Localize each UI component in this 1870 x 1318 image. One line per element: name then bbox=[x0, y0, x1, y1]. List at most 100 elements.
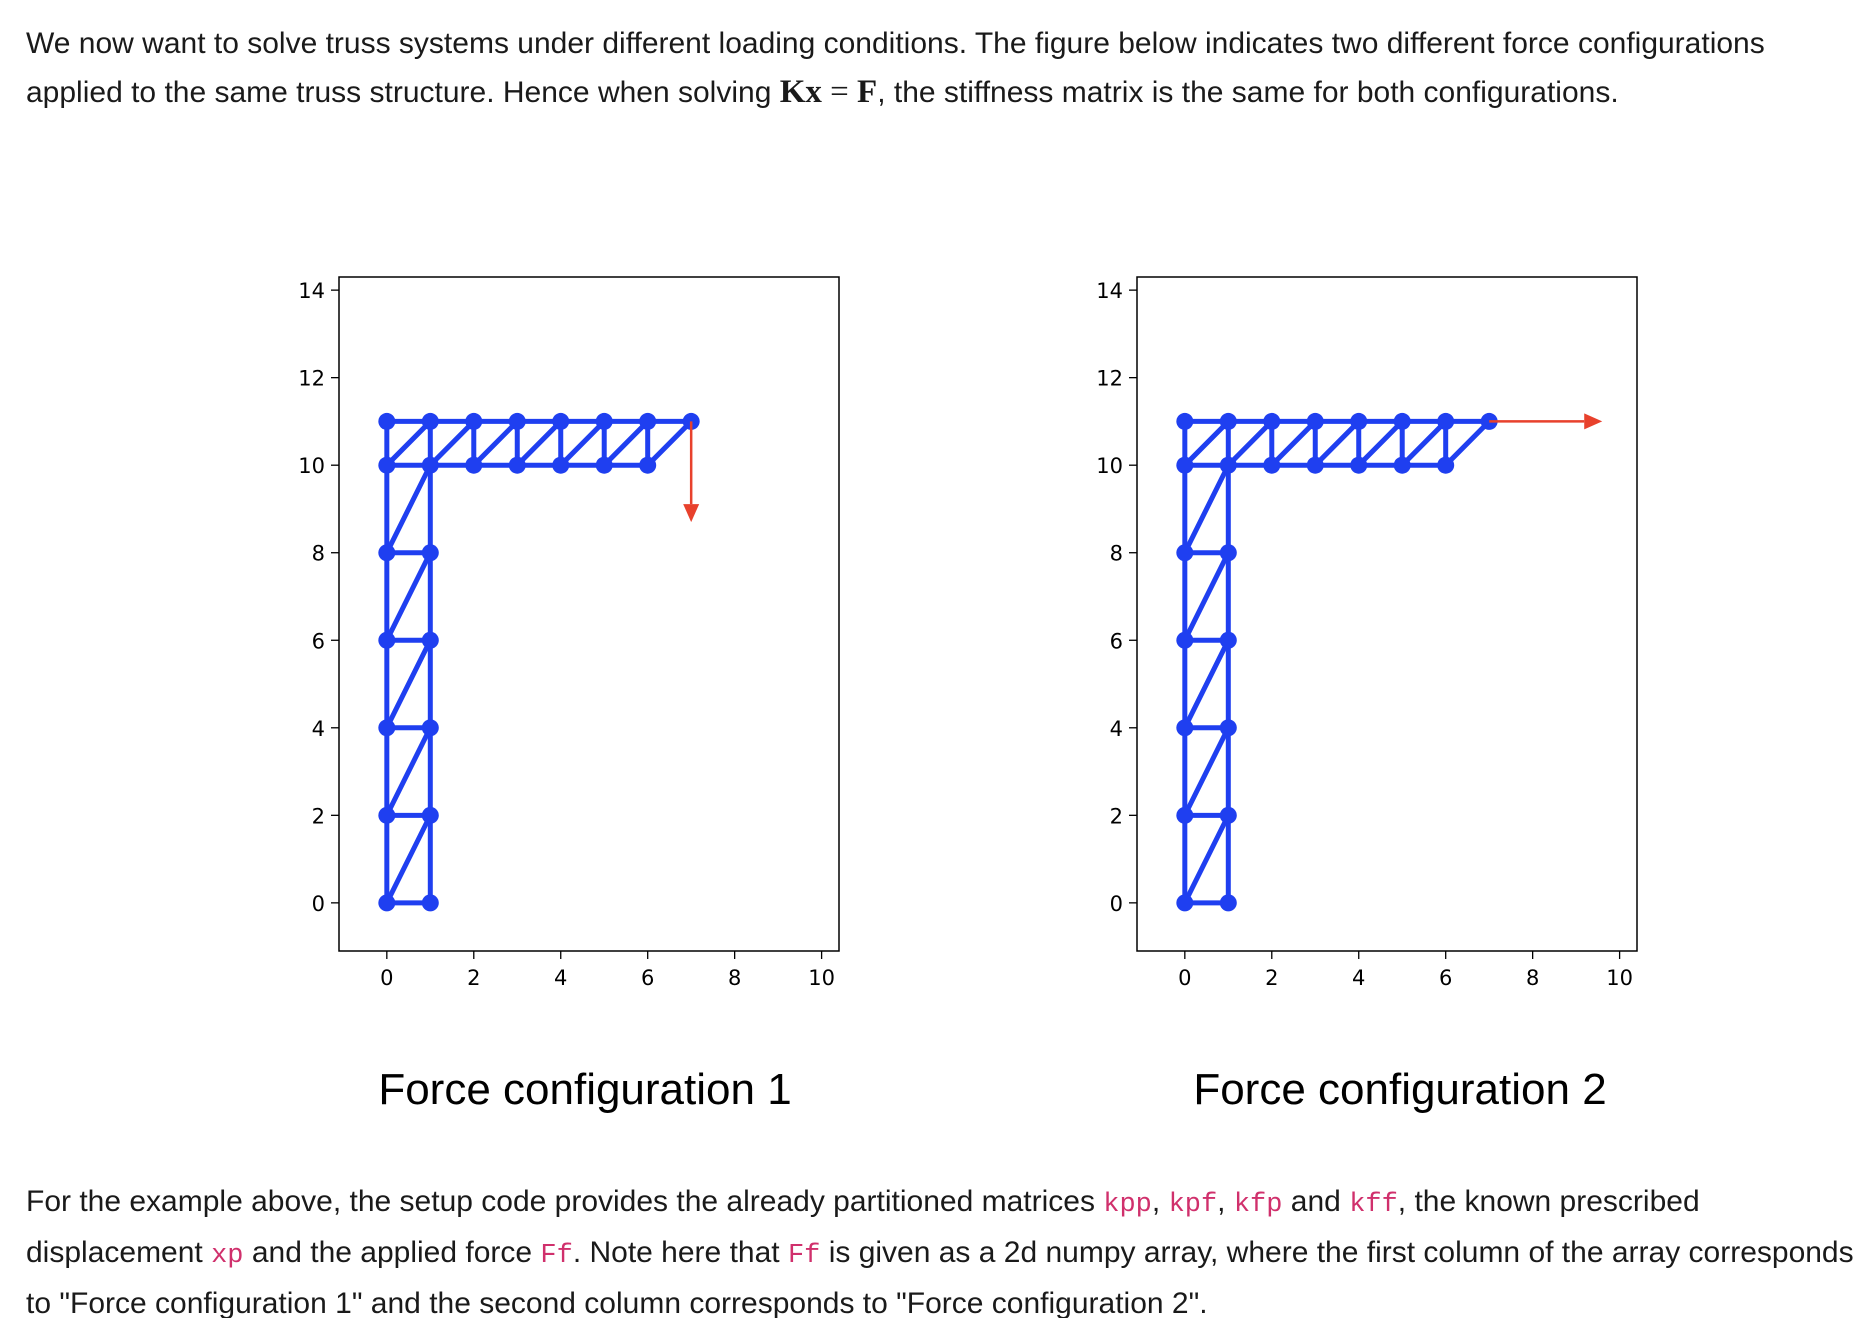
truss-node bbox=[421, 544, 439, 562]
truss-member bbox=[645, 418, 694, 468]
force-arrowhead bbox=[1584, 413, 1603, 430]
y-tick-label: 8 bbox=[312, 542, 325, 566]
truss-member bbox=[384, 812, 433, 906]
truss-member bbox=[384, 637, 433, 731]
truss-member bbox=[1356, 418, 1405, 468]
truss-node bbox=[595, 412, 613, 430]
truss-member bbox=[427, 418, 477, 468]
truss-member bbox=[1443, 418, 1492, 468]
truss-node bbox=[1437, 456, 1455, 474]
truss-node bbox=[1219, 806, 1237, 824]
y-tick-label: 14 bbox=[298, 279, 325, 303]
y-tick-label: 2 bbox=[312, 804, 325, 828]
truss-member bbox=[1225, 418, 1275, 468]
truss-node bbox=[1176, 631, 1194, 649]
truss-plot: 0 2 4 6 8 10 0 2 4 6 8 10 12 14 Force configuration 2 bbox=[1096, 276, 1638, 1114]
truss-node bbox=[378, 894, 396, 912]
text-run: is given as a 2d numpy array, where the … bbox=[26, 1236, 1854, 1318]
x-tick-label: 4 bbox=[554, 966, 567, 990]
truss-member bbox=[1182, 462, 1231, 556]
truss-node bbox=[1393, 412, 1411, 430]
truss-node bbox=[508, 412, 526, 430]
truss-node bbox=[421, 412, 439, 430]
truss-member bbox=[384, 462, 433, 556]
math: = bbox=[821, 74, 858, 110]
truss-node bbox=[421, 631, 439, 649]
math: Kx bbox=[779, 74, 822, 110]
truss-node bbox=[1176, 806, 1194, 824]
truss-member bbox=[601, 418, 651, 468]
truss-node bbox=[1176, 456, 1194, 474]
truss-node bbox=[421, 719, 439, 737]
inline-code: Ff bbox=[787, 1241, 821, 1271]
truss-member bbox=[1269, 418, 1318, 468]
text-run: and the applied force bbox=[243, 1236, 541, 1269]
truss-node bbox=[1219, 631, 1237, 649]
intro-paragraph: We now want to solve truss systems under… bbox=[26, 20, 1856, 117]
truss-member bbox=[1182, 812, 1231, 906]
y-tick-label: 4 bbox=[312, 717, 325, 741]
text-run: and bbox=[1282, 1185, 1350, 1218]
y-tick-label: 10 bbox=[1096, 454, 1123, 478]
truss-node bbox=[639, 412, 657, 430]
truss-member bbox=[1399, 418, 1449, 468]
truss-node bbox=[1176, 719, 1194, 737]
truss-node bbox=[552, 456, 570, 474]
truss-node bbox=[421, 806, 439, 824]
truss-node bbox=[378, 456, 396, 474]
truss-node bbox=[421, 456, 439, 474]
inline-code: kfp bbox=[1233, 1190, 1283, 1220]
truss-node bbox=[1176, 544, 1194, 562]
figure-caption: Force configuration 2 bbox=[1193, 1065, 1606, 1114]
truss-member bbox=[558, 418, 607, 468]
inline-code: Ff bbox=[540, 1241, 573, 1271]
truss-node bbox=[465, 456, 483, 474]
truss-node bbox=[1219, 412, 1237, 430]
x-tick-label: 10 bbox=[808, 966, 835, 990]
force-arrowhead bbox=[683, 504, 700, 523]
plot-frame bbox=[1136, 276, 1638, 952]
x-tick-label: 4 bbox=[1352, 966, 1365, 990]
truss-node bbox=[1306, 412, 1324, 430]
truss-member bbox=[384, 550, 433, 643]
y-tick-label: 0 bbox=[312, 892, 325, 916]
truss-node bbox=[465, 412, 483, 430]
x-tick-label: 2 bbox=[467, 966, 480, 990]
truss-node bbox=[1306, 456, 1324, 474]
truss-node bbox=[378, 806, 396, 824]
truss-node bbox=[1219, 719, 1237, 737]
text-run: , the stiffness matrix is the same for b… bbox=[877, 76, 1619, 109]
x-tick-label: 10 bbox=[1606, 966, 1633, 990]
truss-member bbox=[384, 418, 433, 468]
text-run: , the known prescribed displacement bbox=[26, 1185, 1700, 1269]
truss-node bbox=[639, 456, 657, 474]
x-tick-label: 6 bbox=[641, 966, 654, 990]
y-tick-label: 2 bbox=[1110, 804, 1123, 828]
outro-paragraph: For the example above, the setup code pr… bbox=[26, 1178, 1856, 1318]
x-tick-label: 6 bbox=[1439, 966, 1452, 990]
plot-frame bbox=[338, 276, 840, 952]
x-tick-label: 0 bbox=[1178, 966, 1191, 990]
y-tick-label: 12 bbox=[298, 367, 325, 391]
y-tick-label: 0 bbox=[1110, 892, 1123, 916]
text-run: , bbox=[1151, 1185, 1169, 1218]
truss-node bbox=[552, 412, 570, 430]
truss-node bbox=[1437, 412, 1455, 430]
inline-code: kpf bbox=[1168, 1190, 1218, 1220]
y-tick-label: 10 bbox=[298, 454, 325, 478]
truss-node bbox=[1176, 412, 1194, 430]
y-tick-label: 8 bbox=[1110, 542, 1123, 566]
text-run: . Note here that bbox=[572, 1236, 788, 1269]
x-tick-label: 0 bbox=[380, 966, 393, 990]
truss-member bbox=[1182, 418, 1231, 468]
truss-member bbox=[1312, 418, 1362, 468]
truss-node bbox=[1219, 894, 1237, 912]
math: F bbox=[857, 74, 878, 110]
truss-node bbox=[378, 544, 396, 562]
truss-member bbox=[1182, 725, 1231, 818]
truss-member bbox=[514, 418, 564, 468]
y-tick-label: 6 bbox=[1110, 629, 1123, 653]
y-tick-label: 12 bbox=[1096, 367, 1123, 391]
truss-node bbox=[1219, 544, 1237, 562]
